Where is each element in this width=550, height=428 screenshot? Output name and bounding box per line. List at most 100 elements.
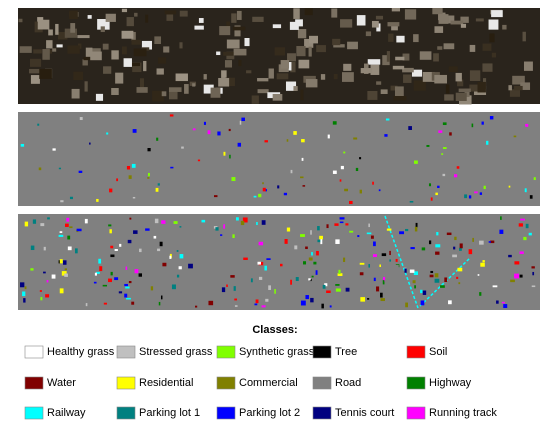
legend-swatch <box>406 345 426 359</box>
legend-title: Classes: <box>252 324 297 336</box>
map-pixel <box>131 301 135 305</box>
aerial-block <box>396 35 405 43</box>
aerial-block <box>297 29 307 39</box>
map-pixel <box>58 167 62 170</box>
map-pixel <box>339 179 342 182</box>
aerial-block <box>152 90 164 102</box>
map-pixel <box>332 170 337 174</box>
map-pixel <box>360 297 366 302</box>
map-pixel <box>316 250 319 256</box>
map-pixel <box>317 239 323 243</box>
map-pixel <box>399 231 405 235</box>
map-pixel <box>24 221 29 227</box>
aerial-block <box>333 73 338 80</box>
aerial-block <box>332 38 341 46</box>
map-pixel <box>131 163 136 168</box>
aerial-block <box>434 26 444 33</box>
map-pixel <box>351 281 354 285</box>
aerial-block <box>87 15 92 19</box>
legend-label: Water <box>47 377 76 389</box>
aerial-block <box>69 10 78 20</box>
aerial-image <box>18 8 540 105</box>
map-pixel <box>420 289 423 294</box>
map-pixel <box>176 274 180 278</box>
aerial-block <box>380 89 388 94</box>
aerial-block <box>221 70 227 79</box>
aerial-block <box>386 51 390 62</box>
map-pixel <box>157 183 160 186</box>
aerial-block <box>102 43 109 50</box>
map-pixel <box>208 300 214 306</box>
map-pixel <box>253 195 257 198</box>
legend-label: Railway <box>47 407 86 419</box>
aerial-block <box>231 13 237 23</box>
aerial-block <box>216 51 221 56</box>
map-pixel <box>343 151 346 154</box>
legend-label: Residential <box>139 377 193 389</box>
map-pixel <box>228 128 231 132</box>
aerial-block <box>460 23 467 28</box>
aerial-block <box>73 71 84 81</box>
map-pixel <box>343 257 346 262</box>
map-pixel <box>37 123 40 126</box>
map-pixel <box>116 178 119 182</box>
legend-label: Commercial <box>239 377 298 389</box>
map-pixel <box>64 273 68 277</box>
map-pixel <box>223 151 226 156</box>
map-pixel <box>529 195 533 199</box>
map-pixel <box>76 228 82 232</box>
aerial-block <box>29 58 42 67</box>
map-pixel <box>326 224 329 229</box>
aerial-block <box>469 84 480 92</box>
map-pixel <box>94 272 97 276</box>
map-pixel <box>47 217 50 220</box>
map-pixel <box>430 197 433 201</box>
aerial-block <box>232 26 246 31</box>
map-pixel <box>108 224 112 227</box>
aerial-block <box>413 34 419 43</box>
aerial-block <box>115 72 124 84</box>
map-pixel <box>327 134 330 139</box>
map-pixel <box>264 140 268 143</box>
map-pixel <box>258 241 264 246</box>
map-pixel <box>39 290 42 292</box>
aerial-block <box>508 85 512 91</box>
map-pixel <box>359 262 365 265</box>
aerial-block <box>103 66 112 74</box>
map-pixel <box>264 265 267 271</box>
map-pixel <box>20 143 25 147</box>
aerial-block <box>121 30 134 39</box>
map-pixel <box>394 264 399 268</box>
map-pixel <box>110 245 114 249</box>
aerial-block <box>293 86 298 91</box>
aerial-block <box>184 84 189 94</box>
aerial-block <box>365 31 372 37</box>
map-pixel <box>490 240 495 244</box>
map-pixel <box>96 271 100 274</box>
map-pixel <box>241 117 245 122</box>
map-pixel <box>294 245 298 250</box>
legend-swatch <box>24 376 44 390</box>
map-pixel <box>300 300 306 306</box>
aerial-block <box>469 44 476 52</box>
aerial-block <box>161 91 167 97</box>
map-pixel <box>234 298 237 301</box>
map-pixel <box>158 301 161 306</box>
legend-label: Tennis court <box>335 407 394 419</box>
aerial-block <box>90 51 102 61</box>
map-pixel <box>109 229 112 234</box>
aerial-block <box>482 63 493 72</box>
map-pixel <box>344 188 349 192</box>
map-pixel <box>300 234 305 237</box>
aerial-block <box>393 95 407 101</box>
map-pixel <box>373 277 376 282</box>
map-pixel <box>154 218 159 224</box>
map-pixel <box>426 144 430 147</box>
map-pixel <box>518 223 523 227</box>
aerial-block <box>83 57 93 61</box>
map-pixel <box>322 284 326 289</box>
aerial-block <box>272 93 283 101</box>
aerial-block <box>280 60 289 69</box>
map-pixel <box>274 289 276 294</box>
map-pixel <box>179 226 182 228</box>
